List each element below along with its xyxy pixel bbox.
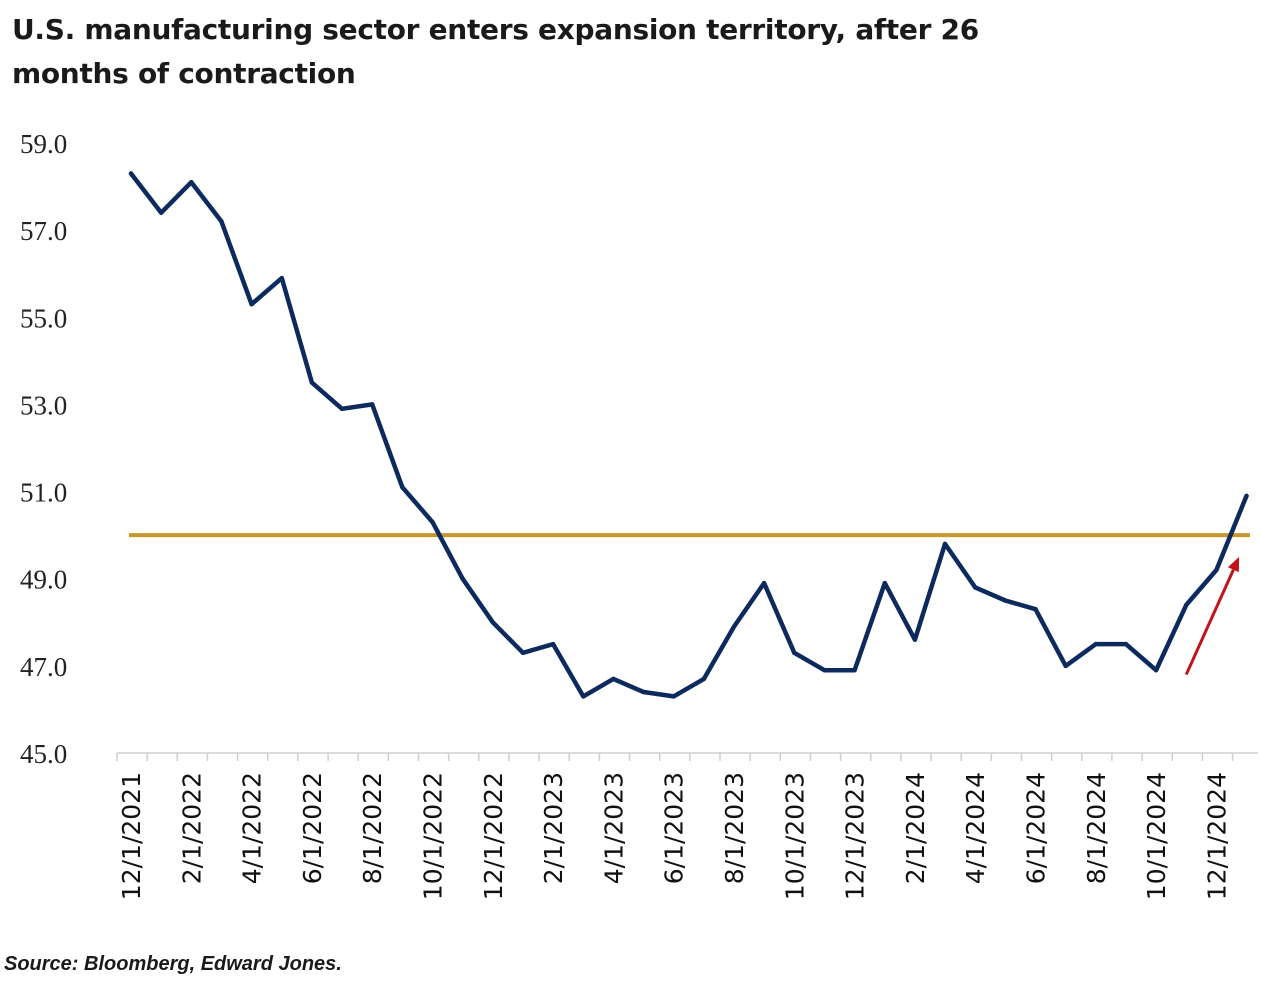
data-point bbox=[490, 620, 495, 625]
data-point bbox=[1214, 567, 1219, 573]
data-point bbox=[761, 580, 767, 586]
y-tick-label: 57.0 bbox=[20, 216, 67, 246]
data-point bbox=[731, 624, 737, 629]
data-point bbox=[1123, 641, 1129, 647]
data-point bbox=[671, 694, 676, 699]
data-point bbox=[1063, 663, 1068, 669]
y-tick-label: 51.0 bbox=[20, 478, 67, 508]
y-tick-label: 45.0 bbox=[20, 739, 67, 769]
trend-arrow-group bbox=[1184, 556, 1240, 676]
data-point bbox=[882, 580, 887, 586]
chart-title: U.S. manufacturing sector enters expansi… bbox=[12, 13, 979, 90]
data-point bbox=[370, 402, 375, 407]
data-point bbox=[550, 641, 556, 647]
x-tick-label: 12/1/2024 bbox=[1202, 772, 1231, 900]
x-axis: 12/1/2021 2/1/2022 4/1/2022 6/1/2022 8/1/202… bbox=[116, 752, 1258, 900]
trend-arrow-head bbox=[1227, 556, 1240, 573]
x-tick-label: 12/1/2021 bbox=[117, 772, 146, 900]
x-tick-label: 4/1/2024 bbox=[961, 772, 990, 884]
y-tick-label: 53.0 bbox=[20, 390, 67, 420]
y-tick-label: 59.0 bbox=[20, 129, 67, 159]
data-point bbox=[973, 585, 978, 590]
x-tick-label: 2/1/2024 bbox=[901, 772, 930, 884]
data-point bbox=[1244, 493, 1249, 499]
x-tick-label: 10/1/2024 bbox=[1142, 772, 1171, 900]
series-group bbox=[128, 171, 1249, 699]
data-point bbox=[128, 171, 134, 176]
y-tick-label: 55.0 bbox=[20, 303, 67, 333]
data-point bbox=[400, 485, 405, 490]
data-point bbox=[792, 650, 797, 655]
data-point bbox=[942, 541, 948, 547]
data-point bbox=[1093, 641, 1099, 647]
y-axis-ticks: 59.0 57.0 55.0 53.0 51.0 49.0 47.0 45.0 bbox=[20, 129, 67, 769]
x-tick-label: 12/1/2023 bbox=[841, 772, 870, 900]
data-point bbox=[460, 576, 465, 581]
data-point bbox=[1033, 607, 1038, 612]
data-point bbox=[1184, 602, 1189, 608]
x-tick-label: 4/1/2022 bbox=[238, 772, 267, 884]
data-point bbox=[1153, 668, 1159, 673]
x-tick-label: 2/1/2023 bbox=[539, 772, 568, 884]
data-point bbox=[339, 406, 345, 411]
y-tick-label: 47.0 bbox=[20, 652, 67, 682]
data-point bbox=[189, 180, 194, 185]
data-point bbox=[641, 689, 646, 695]
data-point bbox=[279, 275, 284, 281]
data-point bbox=[852, 668, 857, 673]
x-tick-label: 6/1/2024 bbox=[1022, 772, 1051, 884]
data-point bbox=[309, 380, 315, 385]
data-point bbox=[430, 519, 435, 525]
data-point bbox=[159, 210, 164, 215]
x-tick-label: 6/1/2023 bbox=[660, 772, 689, 884]
x-tick-label: 8/1/2022 bbox=[358, 772, 387, 884]
series-line bbox=[128, 171, 1249, 699]
x-tick-label: 8/1/2023 bbox=[720, 772, 749, 884]
data-point bbox=[1003, 598, 1008, 603]
data-point bbox=[520, 650, 526, 655]
x-tick-label: 8/1/2024 bbox=[1082, 772, 1111, 884]
x-tick-label: 10/1/2022 bbox=[419, 772, 448, 900]
x-tick-label: 12/1/2022 bbox=[479, 772, 508, 900]
y-tick-label: 49.0 bbox=[20, 565, 67, 595]
x-tick-label: 2/1/2022 bbox=[177, 772, 206, 884]
data-point bbox=[822, 668, 827, 673]
x-tick-label: 10/1/2023 bbox=[780, 772, 809, 900]
trend-arrow-shaft bbox=[1184, 569, 1235, 676]
line-chart: 59.0 57.0 55.0 53.0 51.0 49.0 47.0 45.0 12/1/20… bbox=[20, 129, 1258, 900]
x-tick-label: 4/1/2023 bbox=[599, 772, 628, 884]
data-point bbox=[912, 637, 918, 642]
source-note: Source: Bloomberg, Edward Jones. bbox=[4, 953, 342, 975]
data-point bbox=[581, 694, 586, 699]
data-point bbox=[701, 676, 707, 682]
data-point bbox=[249, 302, 254, 307]
data-point bbox=[611, 676, 616, 682]
data-point bbox=[219, 219, 224, 224]
x-tick-label: 6/1/2022 bbox=[298, 772, 327, 884]
